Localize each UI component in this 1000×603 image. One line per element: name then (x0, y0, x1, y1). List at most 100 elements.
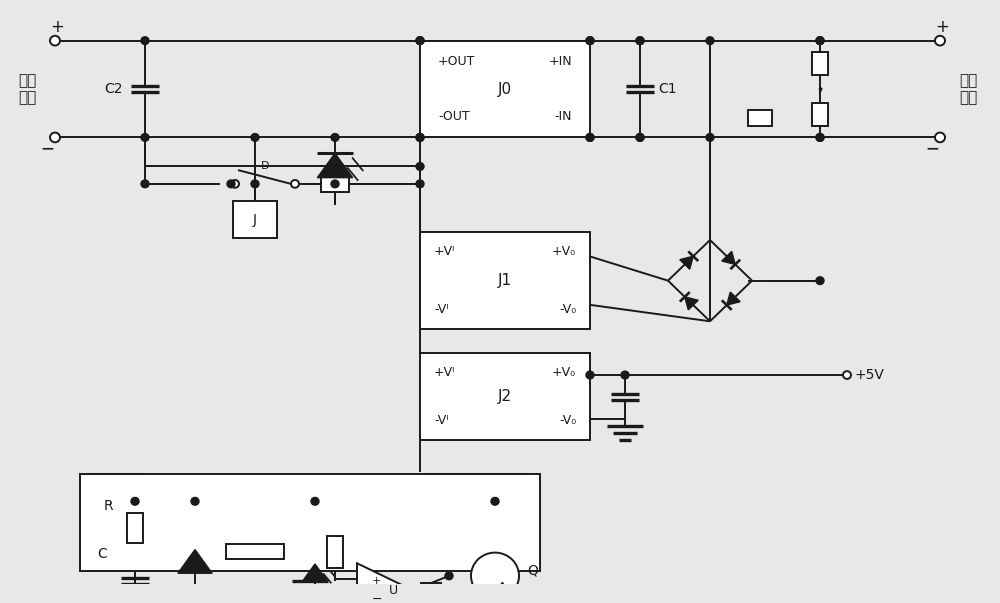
Bar (748, 110, 772, 126)
Circle shape (251, 180, 259, 188)
Text: +Vᴵ: +Vᴵ (434, 245, 455, 258)
Circle shape (491, 497, 499, 505)
Text: C1: C1 (658, 82, 677, 96)
Circle shape (706, 133, 714, 141)
Text: +Vᴵ: +Vᴵ (434, 366, 455, 379)
Bar (420, 232, 590, 329)
Circle shape (816, 37, 824, 45)
Circle shape (935, 133, 945, 142)
Circle shape (636, 37, 644, 45)
Circle shape (50, 133, 60, 142)
Text: −: − (925, 140, 939, 158)
Circle shape (621, 371, 629, 379)
Circle shape (586, 133, 594, 141)
Circle shape (416, 37, 424, 45)
Circle shape (586, 133, 594, 141)
Circle shape (251, 133, 259, 141)
Circle shape (191, 497, 199, 505)
Circle shape (706, 37, 714, 45)
Bar (421, 582, 441, 598)
Text: +V₀: +V₀ (552, 245, 576, 258)
Text: 高压
端口: 高压 端口 (959, 73, 977, 106)
Circle shape (636, 133, 644, 141)
Polygon shape (819, 89, 821, 90)
Circle shape (816, 133, 824, 141)
Polygon shape (178, 549, 212, 573)
Text: J2: J2 (498, 390, 512, 404)
Circle shape (416, 180, 424, 188)
Bar (327, 535, 343, 567)
Text: -OUT: -OUT (438, 110, 470, 122)
Polygon shape (727, 292, 740, 305)
Bar (812, 52, 828, 75)
Polygon shape (317, 153, 353, 178)
Polygon shape (357, 563, 413, 603)
Bar (80, 474, 540, 571)
Circle shape (291, 180, 299, 188)
Bar (420, 40, 590, 137)
Circle shape (636, 37, 644, 45)
Text: −: − (371, 593, 382, 603)
Circle shape (141, 180, 149, 188)
Circle shape (141, 133, 149, 141)
Text: −: − (925, 140, 939, 158)
Text: J0: J0 (498, 81, 512, 96)
Text: −: − (40, 140, 54, 158)
Circle shape (471, 552, 519, 599)
Circle shape (141, 37, 149, 45)
Circle shape (416, 133, 424, 141)
Circle shape (586, 37, 594, 45)
Circle shape (50, 36, 60, 45)
Circle shape (131, 497, 139, 505)
Circle shape (227, 180, 235, 188)
Polygon shape (303, 564, 327, 581)
Circle shape (816, 277, 824, 285)
Text: U: U (389, 584, 398, 597)
Text: −: − (40, 140, 54, 158)
Text: -Vᴵ: -Vᴵ (434, 303, 448, 316)
Text: +V₀: +V₀ (552, 366, 576, 379)
Text: +: + (935, 18, 949, 36)
Circle shape (636, 133, 644, 141)
Bar (420, 353, 590, 440)
Circle shape (935, 36, 945, 45)
Text: Q: Q (527, 564, 538, 578)
Text: -Vᴵ: -Vᴵ (434, 414, 448, 428)
Text: R: R (103, 499, 113, 513)
Text: -V₀: -V₀ (559, 414, 576, 428)
Circle shape (586, 37, 594, 45)
Polygon shape (685, 297, 698, 310)
Circle shape (816, 37, 824, 45)
Circle shape (586, 371, 594, 379)
Circle shape (231, 180, 239, 188)
Text: +: + (372, 576, 381, 586)
Text: -V₀: -V₀ (559, 303, 576, 316)
Circle shape (843, 371, 851, 379)
Circle shape (416, 37, 424, 45)
Text: C2: C2 (104, 82, 123, 96)
Circle shape (331, 133, 339, 141)
Circle shape (416, 133, 424, 141)
Circle shape (816, 133, 824, 141)
Text: -IN: -IN (554, 110, 572, 122)
Bar (233, 201, 277, 238)
Text: D: D (261, 162, 269, 171)
Text: +: + (50, 18, 64, 36)
Bar (127, 513, 143, 543)
Text: J: J (253, 213, 257, 227)
Text: J1: J1 (498, 273, 512, 288)
Polygon shape (497, 582, 508, 593)
Circle shape (331, 180, 339, 188)
Circle shape (445, 572, 453, 579)
Text: 低压
端口: 低压 端口 (18, 73, 36, 106)
Bar (226, 544, 284, 560)
Bar (812, 103, 828, 126)
Circle shape (311, 497, 319, 505)
Text: C: C (97, 546, 107, 561)
Text: +IN: +IN (548, 55, 572, 68)
Polygon shape (722, 251, 735, 265)
Circle shape (416, 163, 424, 170)
Text: +OUT: +OUT (438, 55, 475, 68)
Bar (321, 176, 349, 192)
Text: +5V: +5V (855, 368, 885, 382)
